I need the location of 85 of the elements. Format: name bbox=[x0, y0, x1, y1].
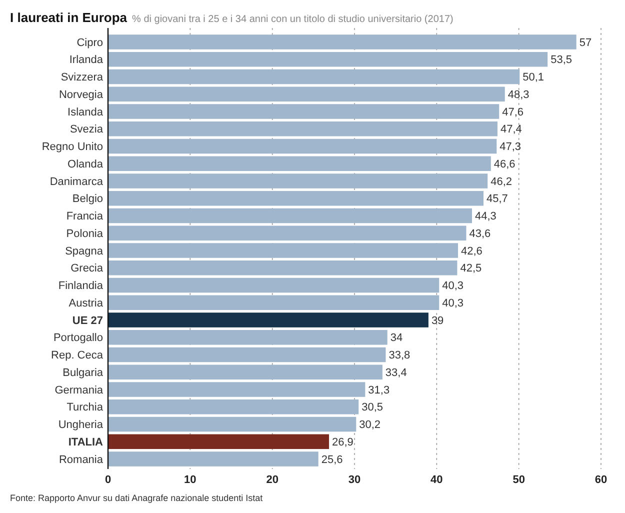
bar bbox=[108, 312, 428, 328]
y-tick-label: Belgio bbox=[72, 193, 103, 206]
bar bbox=[108, 138, 497, 154]
bar bbox=[108, 52, 548, 67]
data-label: 40,3 bbox=[442, 297, 464, 310]
bar bbox=[108, 104, 500, 119]
data-label: 43,6 bbox=[469, 228, 491, 240]
y-tick-label: Francia bbox=[66, 210, 104, 223]
y-tick-label: Germania bbox=[54, 384, 104, 396]
x-tick-label: 50 bbox=[512, 474, 525, 486]
bar bbox=[108, 452, 318, 466]
data-label: 40,3 bbox=[442, 280, 464, 292]
bar bbox=[108, 174, 488, 188]
bar bbox=[108, 382, 366, 397]
data-label: 46,6 bbox=[494, 158, 516, 170]
data-label: 33,8 bbox=[388, 350, 410, 362]
y-tick-label: Turchia bbox=[66, 402, 104, 414]
data-label: 53,5 bbox=[550, 54, 572, 66]
y-tick-label: Grecia bbox=[70, 262, 104, 275]
y-tick-label: Irlanda bbox=[69, 54, 104, 66]
data-label: 45,7 bbox=[486, 193, 508, 206]
y-tick-label: Bulgaria bbox=[62, 366, 104, 379]
data-label: 34 bbox=[390, 332, 403, 344]
bar bbox=[108, 190, 484, 206]
y-tick-label: Finlandia bbox=[58, 280, 104, 292]
y-tick-label: Norvegia bbox=[58, 88, 104, 101]
bar bbox=[108, 208, 472, 224]
bar bbox=[108, 278, 440, 293]
y-tick-label: Spagna bbox=[65, 245, 104, 258]
y-tick-label: Austria bbox=[68, 297, 104, 310]
data-label: 30,2 bbox=[359, 419, 381, 432]
bar bbox=[108, 347, 386, 362]
bar bbox=[108, 260, 458, 276]
data-label: 25,6 bbox=[321, 454, 343, 466]
y-tick-label: Cipro bbox=[76, 36, 103, 49]
data-label: 39 bbox=[431, 314, 444, 327]
y-tick-label: Islanda bbox=[68, 106, 104, 118]
x-tick-label: 60 bbox=[594, 474, 608, 486]
bar bbox=[108, 434, 330, 450]
data-label: 57 bbox=[579, 36, 592, 49]
data-label: 44,3 bbox=[475, 210, 496, 223]
bar bbox=[108, 364, 382, 380]
y-tick-label: ITALIA bbox=[68, 436, 104, 448]
bar bbox=[108, 156, 491, 172]
bar bbox=[108, 416, 356, 432]
y-tick-label: Polonia bbox=[66, 228, 104, 240]
x-tick-label: 20 bbox=[266, 474, 278, 486]
data-label: 31,3 bbox=[368, 384, 390, 396]
bar bbox=[108, 86, 505, 102]
data-label: 33,4 bbox=[385, 366, 407, 379]
x-tick-label: 10 bbox=[184, 474, 196, 486]
data-label: 30,5 bbox=[362, 402, 384, 414]
data-label: 46,2 bbox=[490, 176, 512, 188]
bar bbox=[108, 34, 576, 50]
x-tick-label: 30 bbox=[348, 474, 361, 486]
y-tick-label: Danimarca bbox=[50, 176, 104, 188]
data-label: 47,4 bbox=[500, 124, 522, 136]
y-tick-label: Regno Unito bbox=[42, 141, 103, 154]
data-label: 26,9 bbox=[332, 436, 354, 448]
x-tick-label: 40 bbox=[430, 474, 443, 486]
y-tick-label: Portogallo bbox=[53, 332, 103, 344]
bar bbox=[108, 69, 520, 84]
data-label: 42,5 bbox=[460, 262, 482, 275]
data-label: 47,3 bbox=[500, 141, 522, 154]
source-note: Fonte: Rapporto Anvur su dati Anagrafe nazionale studenti Istat bbox=[10, 493, 264, 503]
y-tick-label: Ungheria bbox=[58, 419, 104, 432]
bar bbox=[108, 399, 359, 414]
data-label: 47,6 bbox=[502, 106, 524, 118]
data-label: 48,3 bbox=[508, 88, 530, 101]
bar bbox=[108, 243, 458, 258]
bar bbox=[108, 330, 388, 345]
chart-title: I laureati in Europa bbox=[10, 10, 128, 25]
bar bbox=[108, 295, 440, 310]
y-tick-label: Rep. Ceca bbox=[51, 350, 104, 362]
y-tick-label: Olanda bbox=[68, 158, 104, 170]
bar bbox=[108, 226, 466, 241]
data-label: 42,6 bbox=[461, 245, 482, 258]
y-tick-label: UE 27 bbox=[72, 314, 103, 327]
y-tick-label: Svizzera bbox=[60, 72, 104, 84]
chart-subtitle: % di giovani tra i 25 e i 34 anni con un titolo di studio universitario (2017) bbox=[132, 14, 454, 25]
y-tick-label: Romania bbox=[58, 454, 104, 466]
data-label: 50,1 bbox=[522, 72, 544, 84]
bar bbox=[108, 121, 498, 136]
x-tick-label: 0 bbox=[104, 474, 112, 486]
y-tick-label: Svezia bbox=[70, 124, 104, 136]
